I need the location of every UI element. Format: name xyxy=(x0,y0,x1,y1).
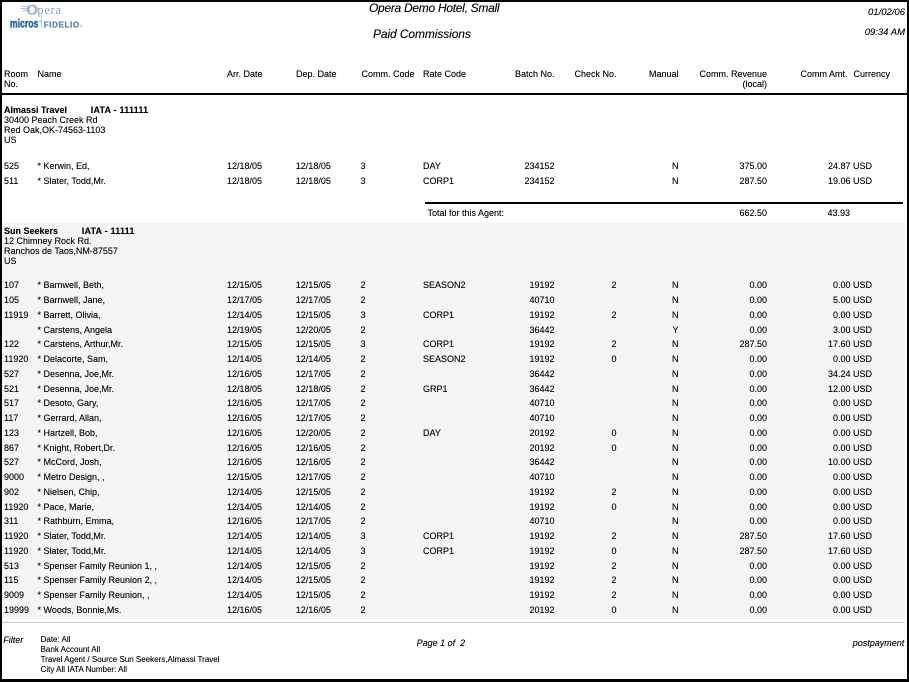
svg-text:micros: micros xyxy=(10,17,39,31)
svg-text:®: ® xyxy=(39,19,42,24)
svg-text:Opera: Opera xyxy=(28,3,62,17)
svg-text:®: ® xyxy=(80,25,83,29)
svg-text:FIDELIO: FIDELIO xyxy=(44,21,79,30)
